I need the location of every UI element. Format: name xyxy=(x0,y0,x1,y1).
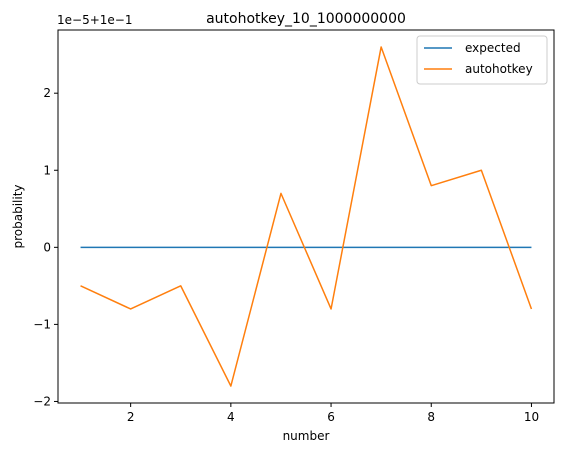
y-tick-label: 2 xyxy=(43,86,51,100)
x-tick-label: 4 xyxy=(227,410,235,424)
y-tick-label: −2 xyxy=(33,394,51,408)
legend: expected autohotkey xyxy=(416,35,548,85)
x-axis-label: number xyxy=(283,429,330,443)
series-line-autohotkey xyxy=(80,46,533,387)
y-tick-label: −1 xyxy=(33,317,51,331)
x-tick-label: 10 xyxy=(524,410,539,424)
y-tick-label: 1 xyxy=(43,163,51,177)
y-axis-label: probability xyxy=(11,184,25,248)
x-tick-label: 2 xyxy=(127,410,135,424)
chart-title: autohotkey_10_1000000000 xyxy=(206,11,406,27)
legend-label-expected: expected xyxy=(465,41,521,55)
axes-frame xyxy=(57,29,555,404)
x-tick-label: 8 xyxy=(427,410,435,424)
plot-area xyxy=(80,46,533,387)
ticks: 2 4 6 8 10 −2 −1 0 1 2 xyxy=(33,86,539,424)
y-tick-label: 0 xyxy=(43,240,51,254)
legend-label-autohotkey: autohotkey xyxy=(465,62,533,76)
y-axis-offset-label: 1e−5+1e−1 xyxy=(57,13,132,27)
x-tick-label: 6 xyxy=(327,410,335,424)
